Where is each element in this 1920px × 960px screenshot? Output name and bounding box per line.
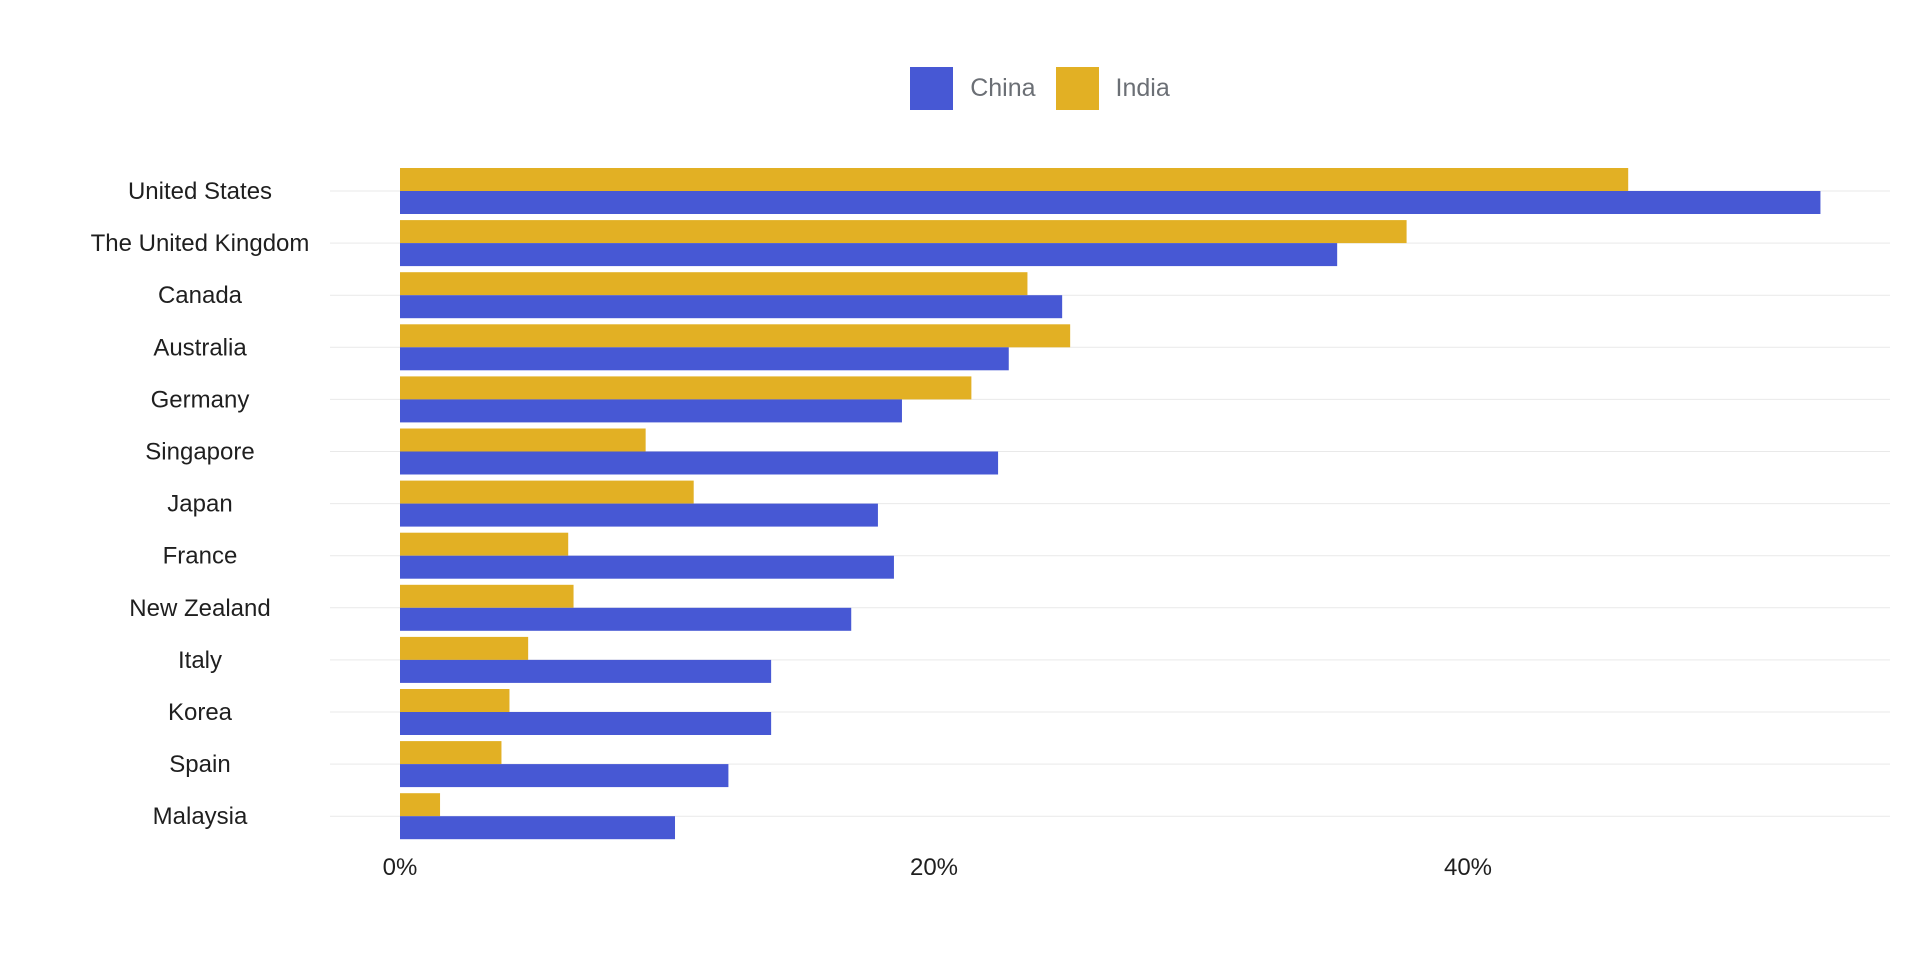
- category-label: Singapore: [145, 439, 254, 466]
- legend-label-india: India: [1115, 74, 1170, 102]
- bar-china-korea[interactable]: [400, 712, 772, 735]
- category-label: United States: [128, 178, 272, 205]
- legend-item-china[interactable]: China: [910, 67, 1036, 110]
- bar-china-canada[interactable]: [400, 295, 1063, 319]
- x-tick-label: 20%: [910, 854, 958, 881]
- bar-india-japan[interactable]: [400, 480, 694, 504]
- category-label: The United Kingdom: [91, 230, 310, 257]
- category-label: France: [163, 543, 238, 570]
- bar-india-france[interactable]: [400, 532, 569, 556]
- bar-india-korea[interactable]: [400, 689, 510, 712]
- bar-india-new-zealand[interactable]: [400, 584, 574, 608]
- bar-india-the-united-kingdom[interactable]: [400, 220, 1407, 244]
- bar-china-japan[interactable]: [400, 503, 878, 527]
- x-tick-label: 40%: [1444, 854, 1492, 881]
- bar-china-spain[interactable]: [400, 764, 729, 788]
- legend: China India: [0, 67, 1920, 110]
- bar-india-united-states[interactable]: [400, 168, 1629, 191]
- legend-swatch-india: [1055, 67, 1099, 110]
- x-tick-label: 0%: [383, 854, 418, 881]
- legend-label-china: China: [970, 74, 1036, 102]
- bar-india-singapore[interactable]: [400, 428, 646, 452]
- category-label: Korea: [168, 699, 233, 726]
- category-label: Germany: [151, 386, 250, 413]
- bar-china-australia[interactable]: [400, 347, 1009, 371]
- bar-china-singapore[interactable]: [400, 451, 999, 475]
- bar-china-the-united-kingdom[interactable]: [400, 243, 1338, 267]
- bar-india-australia[interactable]: [400, 324, 1071, 348]
- bar-china-united-states[interactable]: [400, 191, 1821, 214]
- category-label: New Zealand: [129, 595, 270, 622]
- bar-india-malaysia[interactable]: [400, 793, 441, 817]
- legend-item-india[interactable]: India: [1055, 67, 1170, 110]
- bar-china-italy[interactable]: [400, 659, 772, 683]
- bar-india-italy[interactable]: [400, 636, 529, 660]
- bar-india-germany[interactable]: [400, 376, 972, 400]
- bar-china-malaysia[interactable]: [400, 816, 676, 840]
- category-label: Canada: [158, 282, 243, 309]
- category-label: Japan: [167, 491, 232, 518]
- legend-swatch-china: [910, 67, 954, 110]
- bar-india-spain[interactable]: [400, 741, 502, 765]
- bar-india-canada[interactable]: [400, 272, 1028, 296]
- bar-china-germany[interactable]: [400, 399, 902, 423]
- bar-china-france[interactable]: [400, 555, 894, 579]
- category-label: Australia: [153, 334, 247, 361]
- bar-china-new-zealand[interactable]: [400, 607, 852, 631]
- category-label: Italy: [178, 647, 222, 674]
- category-label: Spain: [169, 751, 230, 778]
- category-label: Malaysia: [153, 803, 248, 830]
